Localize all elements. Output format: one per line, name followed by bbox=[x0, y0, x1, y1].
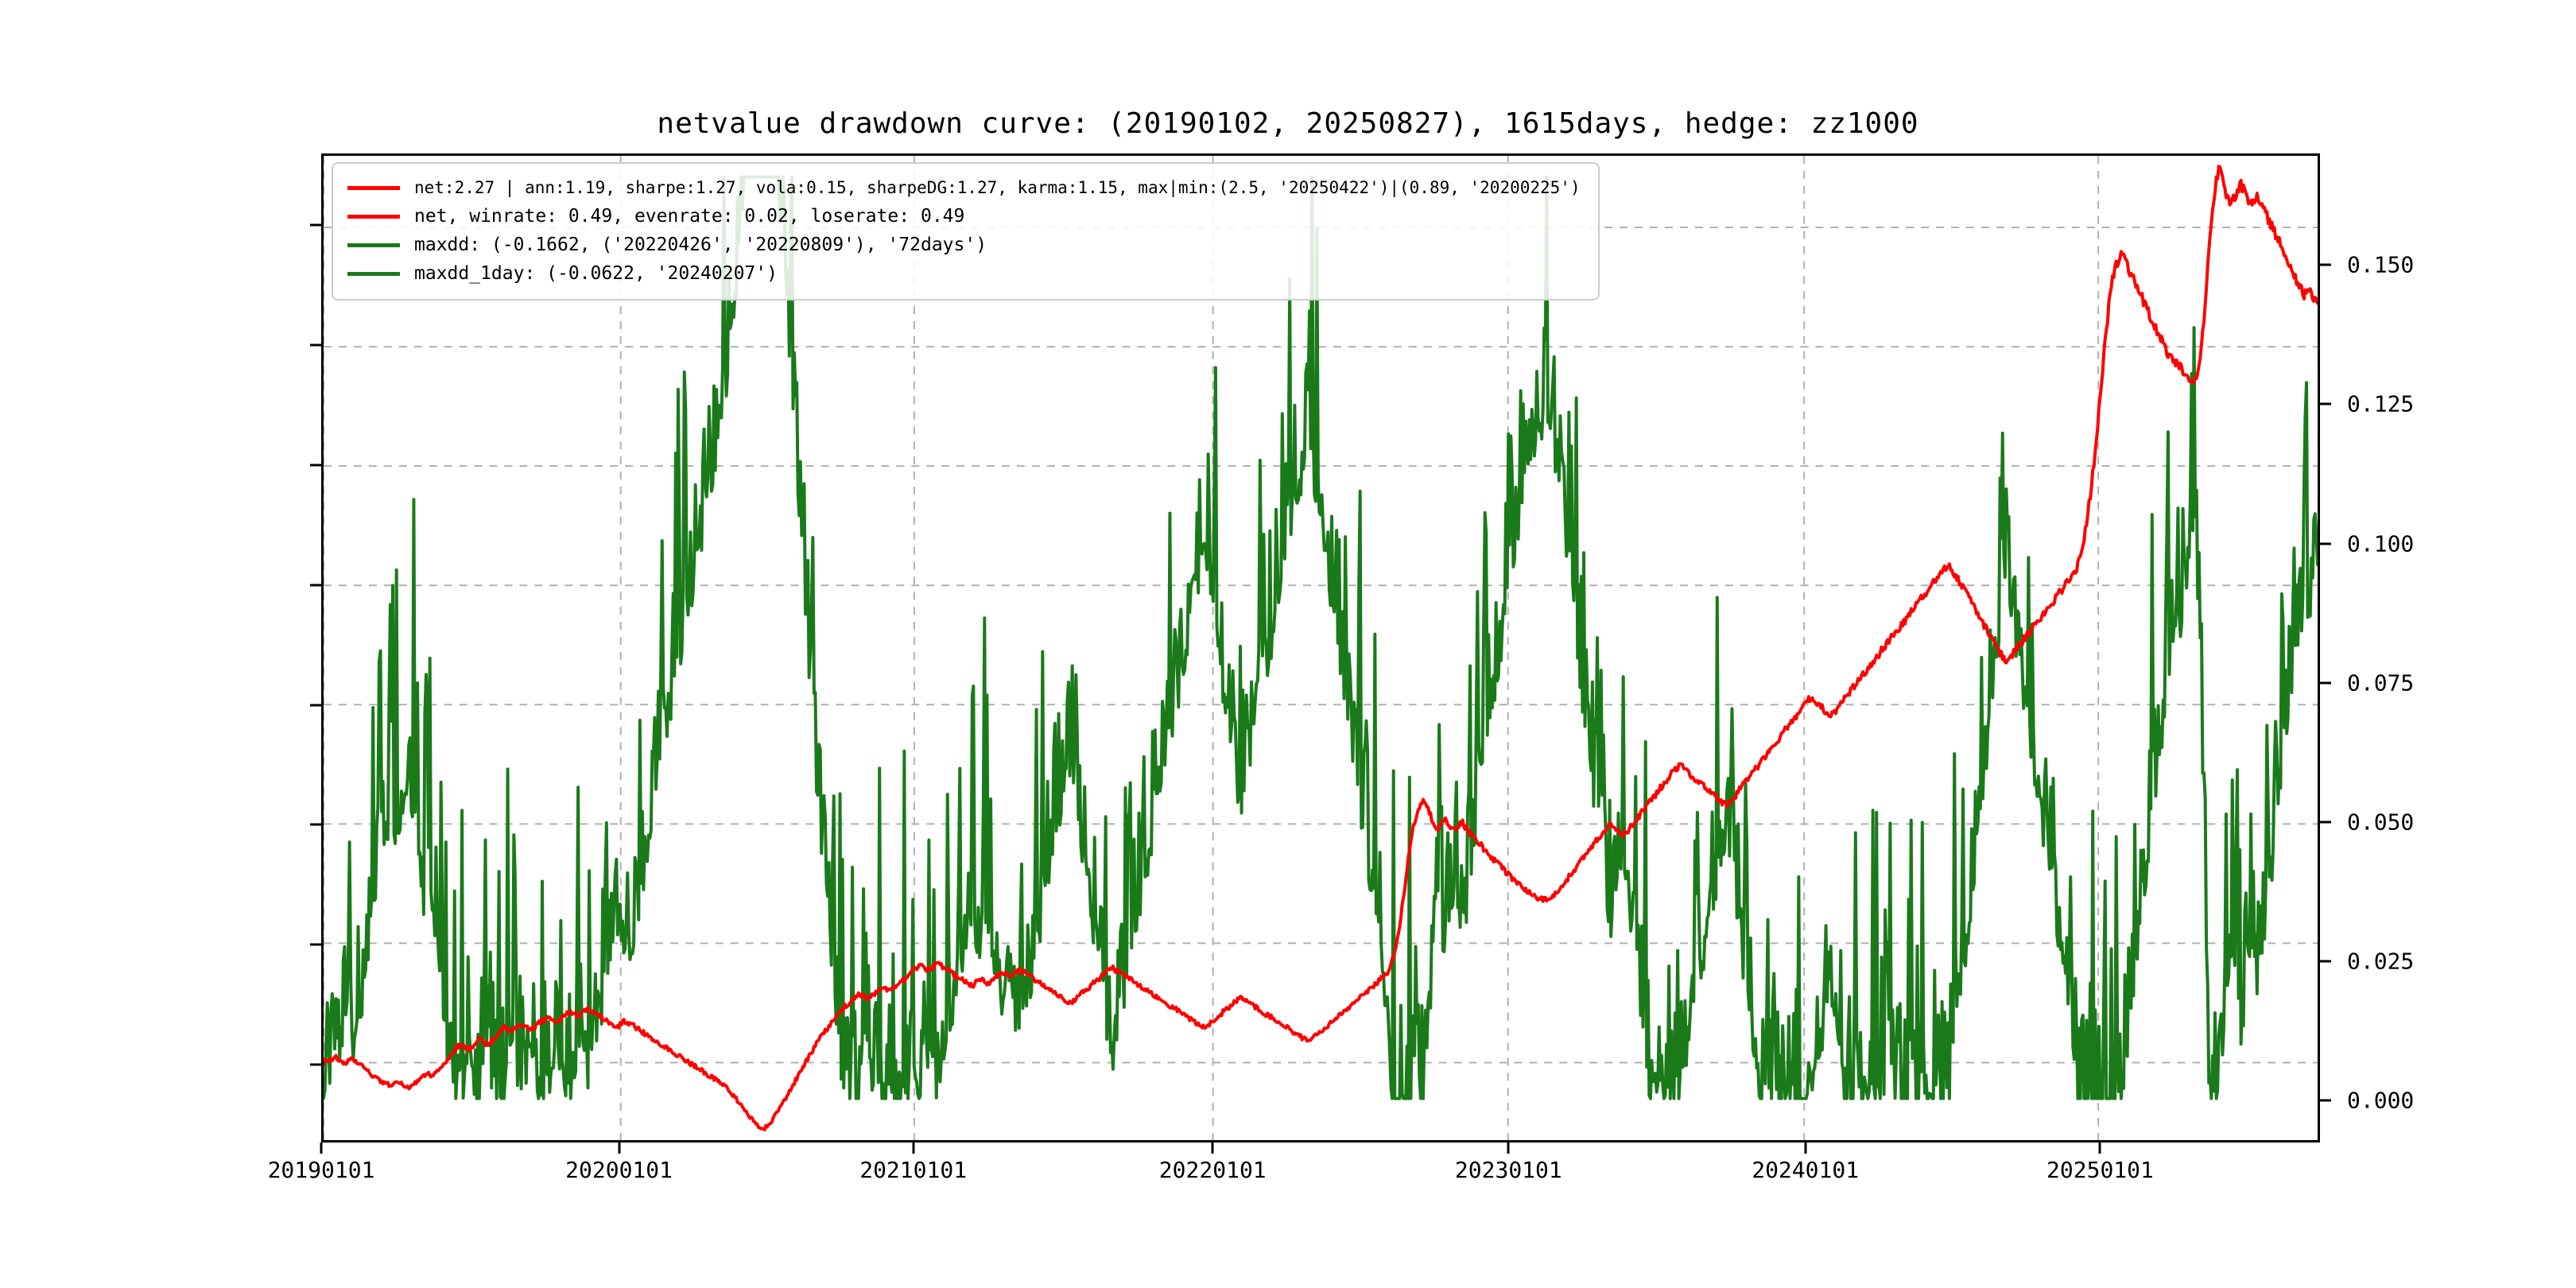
y-tick-mark-right bbox=[2320, 681, 2331, 685]
legend[interactable]: net:2.27 | ann:1.19, sharpe:1.27, vola:0… bbox=[332, 162, 1600, 301]
y-tick-mark-left bbox=[310, 223, 321, 227]
y-tick-mark-left bbox=[310, 584, 321, 587]
legend-item[interactable]: net:2.27 | ann:1.19, sharpe:1.27, vola:0… bbox=[347, 173, 1581, 202]
y-tick-label-right: 0.025 bbox=[2347, 948, 2415, 975]
y-tick-mark-left bbox=[310, 1063, 321, 1066]
legend-item-label: maxdd: (-0.1662, ('20220426', '20220809'… bbox=[414, 235, 987, 255]
y-tick-label-right: 0.125 bbox=[2347, 390, 2415, 417]
x-tick-label: 20210101 bbox=[859, 1157, 968, 1183]
x-tick-label: 20250101 bbox=[2046, 1157, 2154, 1183]
y-tick-mark-left bbox=[310, 704, 321, 707]
x-tick-mark bbox=[618, 1143, 621, 1154]
y-tick-mark-right bbox=[2320, 263, 2331, 266]
x-tick-label: 20220101 bbox=[1158, 1157, 1267, 1183]
x-tick-mark bbox=[912, 1143, 915, 1154]
x-tick-mark bbox=[320, 1143, 323, 1154]
legend-item-label: maxdd_1day: (-0.0622, '20240207') bbox=[414, 263, 778, 284]
legend-item-label: net:2.27 | ann:1.19, sharpe:1.27, vola:0… bbox=[414, 178, 1581, 197]
x-tick-mark bbox=[1507, 1143, 1510, 1154]
x-tick-label: 20200101 bbox=[565, 1157, 673, 1183]
x-tick-label: 20240101 bbox=[1752, 1157, 1860, 1183]
plot-area[interactable] bbox=[321, 153, 2320, 1143]
page-title: netvalue drawdown curve: (20190102, 2025… bbox=[657, 107, 1919, 140]
y-tick-mark-right bbox=[2320, 402, 2331, 405]
x-tick-label: 20190101 bbox=[267, 1157, 375, 1183]
legend-item-label: net, winrate: 0.49, evenrate: 0.02, lose… bbox=[414, 206, 965, 227]
legend-item[interactable]: maxdd: (-0.1662, ('20220426', '20220809'… bbox=[347, 231, 1581, 259]
x-tick-mark bbox=[1211, 1143, 1214, 1154]
curves bbox=[324, 165, 2318, 1131]
legend-color-swatch-red bbox=[347, 185, 400, 190]
y-tick-label-right: 0.100 bbox=[2347, 530, 2415, 557]
legend-color-swatch-green bbox=[347, 242, 400, 247]
y-tick-mark-right bbox=[2320, 960, 2331, 963]
y-tick-label-right: 0.075 bbox=[2347, 669, 2415, 696]
y-tick-label-right: 0.150 bbox=[2347, 251, 2415, 278]
legend-item[interactable]: maxdd_1day: (-0.0622, '20240207') bbox=[347, 259, 1581, 288]
x-tick-mark bbox=[1804, 1143, 1807, 1154]
y-tick-mark-right bbox=[2320, 821, 2331, 824]
y-tick-mark-right bbox=[2320, 542, 2331, 545]
y-tick-mark-left bbox=[310, 823, 321, 826]
x-tick-label: 20230101 bbox=[1454, 1157, 1562, 1183]
y-tick-label-right: 0.050 bbox=[2347, 809, 2415, 836]
y-tick-mark-left bbox=[310, 464, 321, 467]
legend-color-swatch-green bbox=[347, 271, 400, 276]
legend-color-swatch-red bbox=[347, 214, 400, 219]
y-tick-mark-right bbox=[2320, 1099, 2331, 1102]
y-tick-label-right: 0.000 bbox=[2347, 1087, 2415, 1114]
legend-item[interactable]: net, winrate: 0.49, evenrate: 0.02, lose… bbox=[347, 202, 1581, 231]
x-tick-mark bbox=[2098, 1143, 2101, 1154]
y-tick-mark-left bbox=[310, 343, 321, 347]
y-tick-mark-left bbox=[310, 943, 321, 946]
